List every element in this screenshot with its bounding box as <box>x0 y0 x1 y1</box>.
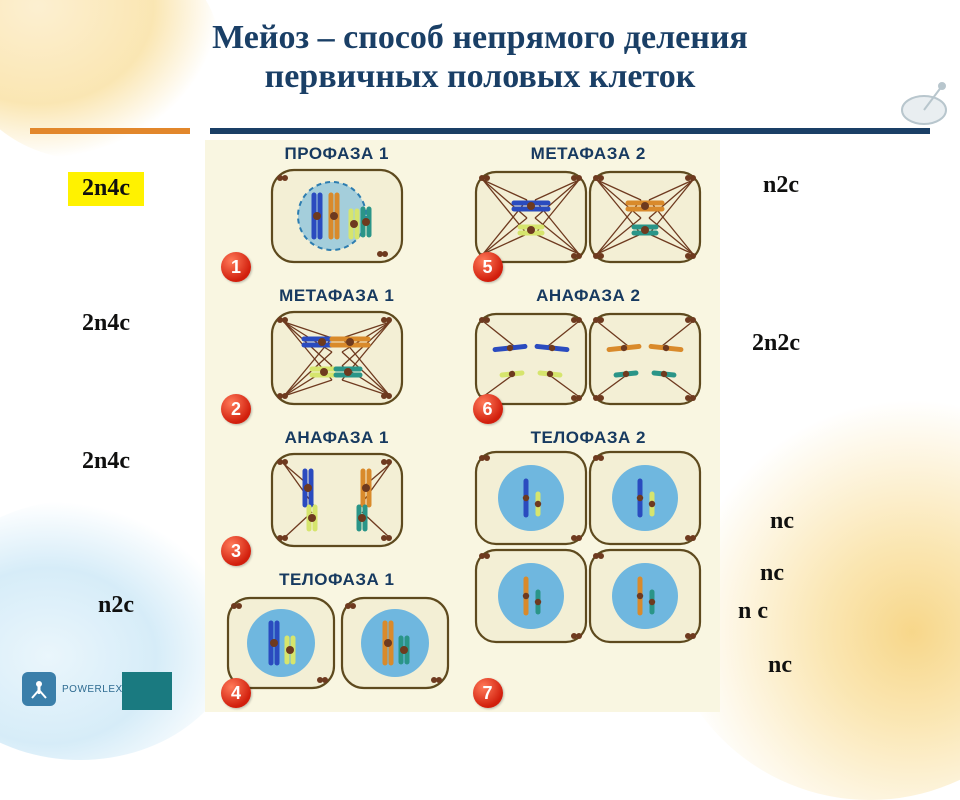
slide-title: Мейоз – способ непрямого деления первичн… <box>0 18 960 96</box>
phase-number-badge: 7 <box>473 678 503 708</box>
phase-figure <box>465 448 713 648</box>
annotation-b1: n2c <box>763 172 799 199</box>
phase-figure <box>213 590 461 694</box>
phase-label: ПРОФАЗА 1 <box>213 144 461 164</box>
title-line1: Мейоз – способ непрямого деления <box>212 19 748 56</box>
teal-accent-box <box>122 672 172 710</box>
phase-анафаза-2: АНАФАЗА 2 6 <box>465 286 713 428</box>
phase-метафаза-2: МЕТАФАЗА 2 5 <box>465 144 713 286</box>
title-divider <box>30 128 930 134</box>
annotation-b4: nc <box>760 560 784 587</box>
phase-label: АНАФАЗА 1 <box>213 428 461 448</box>
phase-анафаза-1: АНАФАЗА 1 3 <box>213 428 461 570</box>
phase-number-badge: 6 <box>473 394 503 424</box>
phase-телофаза-1: ТЕЛОФАЗА 1 4 <box>213 570 461 712</box>
phase-телофаза-2: ТЕЛОФАЗА 2 7 <box>465 428 713 712</box>
phase-figure <box>213 448 461 552</box>
phase-number-badge: 3 <box>221 536 251 566</box>
annotation-b2: 2n2c <box>752 330 800 357</box>
phase-label: ТЕЛОФАЗА 1 <box>213 570 461 590</box>
annotation-a1: 2n4c <box>68 172 144 206</box>
phase-number-badge: 4 <box>221 678 251 708</box>
logo-mark-icon <box>22 672 56 706</box>
phase-figure <box>465 306 713 410</box>
phase-number-badge: 2 <box>221 394 251 424</box>
phase-figure <box>213 306 461 410</box>
annotation-a3: 2n4c <box>82 448 130 475</box>
meiosis-diagram-panel: ПРОФАЗА 1 1МЕТАФАЗА 2 5МЕТАФАЗА 1 <box>205 140 720 712</box>
annotation-b5: n c <box>738 598 768 625</box>
annotation-b3: nc <box>770 508 794 535</box>
phase-label: МЕТАФАЗА 2 <box>465 144 713 164</box>
bg-deco-bottom-left <box>0 500 240 760</box>
phase-метафаза-1: МЕТАФАЗА 1 2 <box>213 286 461 428</box>
phase-number-badge: 1 <box>221 252 251 282</box>
phase-figure <box>465 164 713 268</box>
phase-number-badge: 5 <box>473 252 503 282</box>
phase-label: АНАФАЗА 2 <box>465 286 713 306</box>
phase-label: МЕТАФАЗА 1 <box>213 286 461 306</box>
annotation-a2: 2n4c <box>82 310 130 337</box>
phase-label: ТЕЛОФАЗА 2 <box>465 428 713 448</box>
phase-figure <box>213 164 461 268</box>
phase-профаза-1: ПРОФАЗА 1 1 <box>213 144 461 286</box>
powerlexis-logo: POWERLEXIS <box>22 672 133 706</box>
title-line2: первичных половых клеток <box>265 58 696 95</box>
annotation-b6: nc <box>768 652 792 679</box>
annotation-a4: n2c <box>98 592 134 619</box>
